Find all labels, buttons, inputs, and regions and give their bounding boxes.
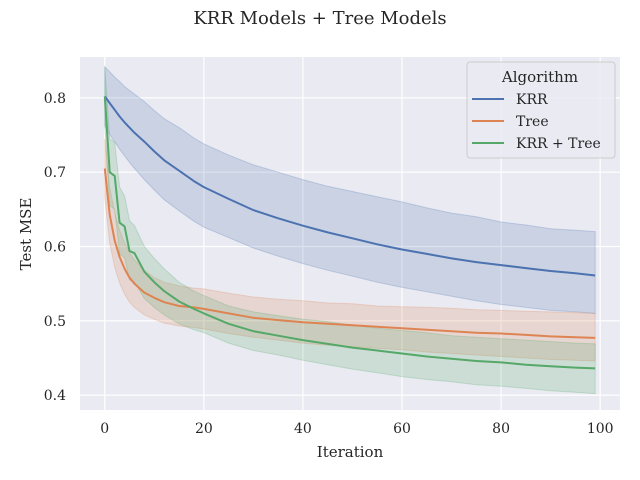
legend-label-krr-tree: KRR + Tree [516, 136, 601, 152]
legend-label-krr: KRR [516, 92, 548, 108]
line-krr [103, 95, 596, 277]
x-tick-label: 100 [587, 421, 614, 437]
x-tick-label: 60 [393, 421, 411, 437]
x-tick-label: 80 [492, 421, 510, 437]
y-axis-label: Test MSE [17, 198, 35, 271]
band-krr-tree [104, 66, 596, 395]
chart-title: KRR Models + Tree Models [193, 8, 446, 29]
x-axis-ticks: 0 20 40 60 80 100 [100, 421, 613, 437]
series-lines [103, 95, 596, 370]
legend-label-tree: Tree [516, 114, 549, 130]
legend-box [466, 61, 616, 159]
x-tick-label: 40 [294, 421, 312, 437]
legend: Algorithm KRR Tree KRR + Tree [466, 61, 616, 159]
y-tick-label: 0.4 [44, 388, 66, 404]
line-krr-tree [103, 96, 596, 370]
x-axis-label: Iteration [317, 443, 384, 461]
y-tick-label: 0.6 [44, 240, 66, 256]
y-tick-label: 0.8 [44, 91, 66, 107]
y-tick-label: 0.5 [44, 314, 66, 330]
legend-title: Algorithm [501, 68, 578, 86]
line-tree [103, 168, 596, 339]
x-tick-label: 20 [195, 421, 213, 437]
band-krr [104, 65, 596, 314]
band-tree [104, 138, 596, 362]
y-axis-ticks: 0.4 0.5 0.6 0.7 0.8 [44, 91, 66, 404]
confidence-bands [104, 65, 596, 395]
x-tick-label: 0 [100, 421, 109, 437]
y-tick-label: 0.7 [44, 165, 66, 181]
